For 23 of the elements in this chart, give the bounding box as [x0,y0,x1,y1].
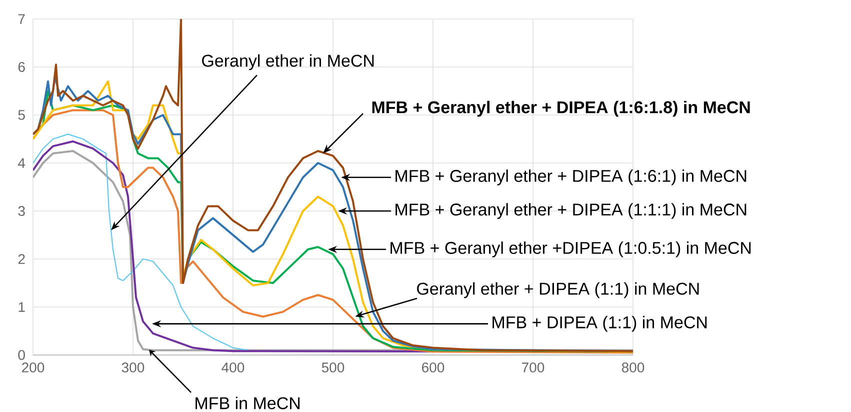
annotation: MFB + Geranyl ether +DIPEA (1:0.5:1) in MeCN [390,241,751,258]
y-tick-label: 7 [18,14,25,24]
y-tick-label: 5 [18,110,25,120]
x-tick-label: 800 [622,362,644,372]
x-tick-label: 400 [222,362,244,372]
x-tick-label: 600 [422,362,444,372]
annotation: Geranyl ether in MeCN [202,54,374,70]
annotation: Geranyl ether + DIPEA (1:1) in MeCN [417,282,699,298]
x-tick-label: 200 [22,362,44,372]
x-tick-label: 500 [322,362,344,372]
y-tick-label: 6 [18,62,25,72]
y-tick-label: 0 [18,350,25,360]
x-tick-label: 300 [122,362,144,372]
x-tick-label: 700 [522,362,544,372]
y-tick-label: 3 [18,206,25,216]
y-tick-label: 2 [18,254,25,264]
annotation: MFB + Geranyl ether + DIPEA (1:6:1) in MeCN [396,169,746,186]
annotation: MFB + Geranyl ether + DIPEA (1:6:1.8) in MeCN [372,100,750,117]
y-tick-label: 4 [18,158,26,168]
annotation: MFB + DIPEA (1:1) in MeCN [492,316,707,332]
annotation: MFB in MeCN [196,396,300,410]
annotation: MFB + Geranyl ether + DIPEA (1:1:1) in MeCN [396,203,746,219]
y-tick-label: 1 [18,302,25,312]
